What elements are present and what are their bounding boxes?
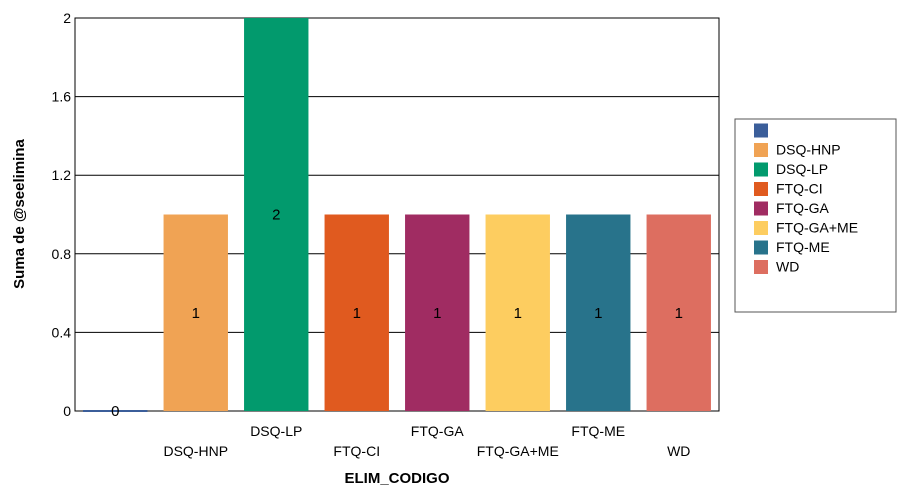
legend-label: FTQ-CI [776, 181, 823, 197]
y-tick-label: 0.8 [52, 246, 72, 262]
y-tick-label: 1.6 [52, 89, 72, 105]
data-label: 1 [594, 305, 602, 322]
x-axis-title: ELIM_CODIGO [344, 470, 449, 487]
data-label: 1 [514, 305, 522, 322]
data-label: 1 [192, 305, 200, 322]
y-tick-labels: 0 0.4 0.8 1.2 1.6 2 [52, 10, 72, 419]
data-label: 2 [272, 207, 280, 224]
bar [163, 214, 228, 411]
x-tick-label: DSQ-LP [250, 423, 302, 439]
legend-swatch [754, 143, 768, 157]
x-tick-label: FTQ-GA [411, 423, 465, 439]
legend-swatch [754, 162, 768, 177]
x-tick-label: FTQ-CI [333, 443, 380, 459]
data-label: 1 [675, 305, 683, 322]
data-label: 1 [353, 305, 361, 322]
bars [83, 18, 711, 412]
legend-swatch [754, 221, 768, 235]
y-tick-label: 1.2 [52, 167, 72, 183]
bar [646, 214, 711, 411]
bar [485, 214, 550, 411]
y-tick-label: 0.4 [52, 324, 72, 340]
x-tick-label: FTQ-ME [571, 423, 625, 439]
legend-label: DSQ-HNP [776, 142, 841, 158]
x-tick-label: WD [667, 443, 690, 459]
data-label: 1 [433, 305, 441, 322]
data-label: 0 [111, 403, 119, 420]
y-tick-label: 0 [63, 403, 71, 419]
legend-swatch [754, 182, 768, 196]
legend-label: WD [776, 259, 799, 275]
bar [244, 18, 309, 411]
bar [324, 214, 389, 411]
x-tick-label: FTQ-GA+ME [477, 443, 559, 459]
y-axis-title: Suma de @seelimina [11, 139, 28, 289]
bar [405, 214, 470, 411]
y-tick-label: 2 [63, 10, 71, 26]
x-tick-labels: DSQ-HNP DSQ-LP FTQ-CI FTQ-GA FTQ-GA+ME FTQ-ME… [163, 423, 690, 459]
data-labels: 0 1 2 1 1 1 1 1 [111, 207, 683, 421]
legend: DSQ-HNP DSQ-LP FTQ-CI FTQ-GA FTQ-GA+ME FTQ-ME… [734, 118, 897, 313]
legend-label: DSQ-LP [776, 161, 828, 177]
legend-swatch [754, 201, 768, 216]
legend-label: FTQ-ME [776, 239, 830, 255]
legend-swatch [754, 260, 768, 274]
bar [566, 214, 631, 411]
legend-swatch [754, 123, 768, 138]
plot-area-frame [74, 17, 720, 412]
legend-swatch [754, 240, 768, 255]
x-tick-label: DSQ-HNP [163, 443, 228, 459]
legend-label: FTQ-GA [776, 200, 830, 216]
legend-label: FTQ-GA+ME [776, 220, 858, 236]
